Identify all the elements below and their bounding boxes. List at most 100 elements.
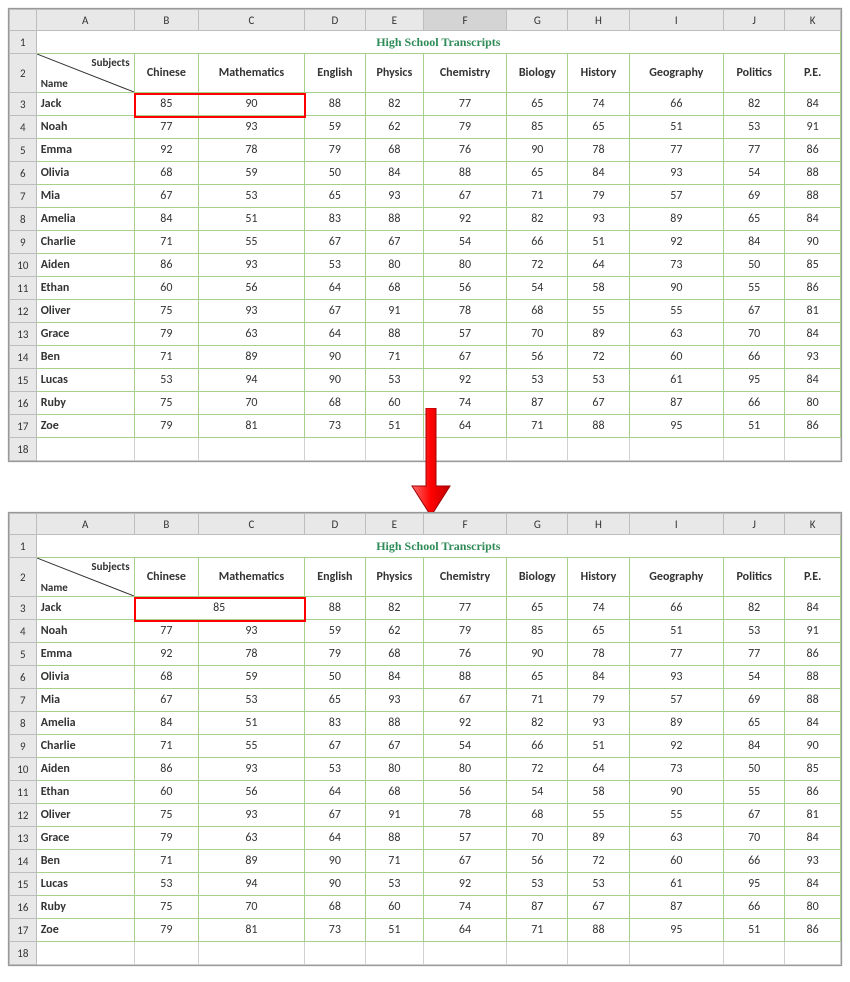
row-header-5[interactable]: 5 — [10, 139, 37, 162]
column-header-F[interactable]: F — [423, 514, 506, 535]
score-cell[interactable]: 77 — [724, 643, 785, 666]
row-header-11[interactable]: 11 — [10, 277, 37, 300]
score-cell[interactable]: 53 — [724, 116, 785, 139]
score-cell[interactable]: 79 — [134, 919, 199, 942]
score-cell[interactable]: 71 — [507, 185, 568, 208]
score-cell[interactable]: 86 — [785, 415, 841, 438]
score-cell[interactable]: 93 — [365, 185, 423, 208]
score-cell[interactable]: 93 — [199, 116, 305, 139]
score-cell[interactable]: 67 — [304, 231, 365, 254]
student-name[interactable]: Amelia — [36, 208, 134, 231]
score-cell[interactable]: 67 — [423, 346, 506, 369]
score-cell[interactable]: 77 — [134, 620, 199, 643]
score-cell[interactable]: 79 — [134, 827, 199, 850]
score-cell[interactable]: 64 — [568, 758, 629, 781]
score-cell[interactable]: 55 — [629, 300, 724, 323]
score-cell[interactable]: 89 — [199, 850, 305, 873]
score-cell[interactable]: 67 — [134, 689, 199, 712]
score-cell[interactable]: 80 — [365, 254, 423, 277]
student-name[interactable]: Aiden — [36, 254, 134, 277]
score-cell[interactable]: 73 — [629, 758, 724, 781]
score-cell[interactable]: 92 — [423, 873, 506, 896]
column-header-D[interactable]: D — [304, 514, 365, 535]
score-cell[interactable]: 51 — [629, 116, 724, 139]
score-cell[interactable]: 76 — [423, 139, 506, 162]
score-cell[interactable]: 91 — [365, 300, 423, 323]
score-cell[interactable]: 77 — [629, 139, 724, 162]
score-cell[interactable]: 90 — [507, 643, 568, 666]
score-cell[interactable]: 60 — [629, 850, 724, 873]
score-cell[interactable]: 88 — [785, 185, 841, 208]
score-cell[interactable]: 68 — [365, 277, 423, 300]
score-cell[interactable]: 88 — [568, 919, 629, 942]
score-cell[interactable]: 93 — [785, 850, 841, 873]
student-name[interactable]: Oliver — [36, 300, 134, 323]
score-cell[interactable]: 90 — [629, 781, 724, 804]
student-name[interactable]: Charlie — [36, 231, 134, 254]
score-cell[interactable]: 88 — [568, 415, 629, 438]
score-cell[interactable]: 65 — [507, 597, 568, 620]
row-header-1[interactable]: 1 — [10, 31, 37, 54]
score-cell[interactable]: 94 — [199, 369, 305, 392]
score-cell[interactable]: 61 — [629, 369, 724, 392]
score-cell[interactable]: 53 — [199, 689, 305, 712]
student-name[interactable]: Ben — [36, 850, 134, 873]
score-cell[interactable]: 66 — [724, 850, 785, 873]
score-cell[interactable]: 51 — [199, 712, 305, 735]
row-header-12[interactable]: 12 — [10, 300, 37, 323]
score-cell[interactable]: 65 — [507, 162, 568, 185]
score-cell[interactable]: 75 — [134, 896, 199, 919]
score-cell[interactable]: 90 — [785, 231, 841, 254]
empty-cell[interactable] — [36, 438, 134, 461]
score-cell[interactable]: 81 — [199, 415, 305, 438]
column-header-B[interactable]: B — [134, 514, 199, 535]
score-cell[interactable]: 84 — [785, 208, 841, 231]
score-cell[interactable]: 68 — [365, 139, 423, 162]
score-cell[interactable]: 77 — [134, 116, 199, 139]
score-cell[interactable]: 74 — [423, 896, 506, 919]
select-all-corner[interactable] — [10, 514, 37, 535]
score-cell[interactable]: 94 — [199, 873, 305, 896]
score-cell[interactable]: 66 — [629, 597, 724, 620]
column-header-A[interactable]: A — [36, 10, 134, 31]
row-header-11[interactable]: 11 — [10, 781, 37, 804]
student-name[interactable]: Olivia — [36, 666, 134, 689]
score-cell[interactable]: 51 — [724, 415, 785, 438]
score-cell[interactable]: 88 — [304, 93, 365, 116]
score-cell[interactable]: 85 — [507, 116, 568, 139]
score-cell[interactable]: 82 — [507, 712, 568, 735]
score-cell[interactable]: 59 — [199, 666, 305, 689]
score-cell[interactable]: 51 — [568, 735, 629, 758]
score-cell[interactable]: 53 — [199, 185, 305, 208]
score-cell[interactable]: 53 — [568, 369, 629, 392]
row-header-10[interactable]: 10 — [10, 758, 37, 781]
score-cell[interactable]: 64 — [304, 323, 365, 346]
score-cell[interactable]: 67 — [304, 804, 365, 827]
empty-cell[interactable] — [629, 942, 724, 965]
row-header-10[interactable]: 10 — [10, 254, 37, 277]
score-cell[interactable]: 57 — [629, 185, 724, 208]
score-cell[interactable]: 71 — [365, 346, 423, 369]
score-cell[interactable]: 59 — [304, 620, 365, 643]
score-cell[interactable]: 93 — [199, 804, 305, 827]
score-cell[interactable]: 50 — [724, 758, 785, 781]
score-cell[interactable]: 65 — [724, 208, 785, 231]
score-cell[interactable]: 51 — [724, 919, 785, 942]
score-cell[interactable]: 86 — [785, 919, 841, 942]
student-name[interactable]: Zoe — [36, 415, 134, 438]
score-cell[interactable]: 90 — [629, 277, 724, 300]
score-cell[interactable]: 93 — [199, 620, 305, 643]
row-header-16[interactable]: 16 — [10, 392, 37, 415]
score-cell[interactable]: 56 — [423, 781, 506, 804]
column-header-G[interactable]: G — [507, 10, 568, 31]
empty-cell[interactable] — [36, 942, 134, 965]
score-cell[interactable]: 95 — [724, 369, 785, 392]
score-cell[interactable]: 81 — [199, 919, 305, 942]
score-cell[interactable]: 87 — [507, 896, 568, 919]
empty-cell[interactable] — [724, 942, 785, 965]
score-cell[interactable]: 79 — [568, 689, 629, 712]
score-cell[interactable]: 65 — [507, 666, 568, 689]
student-name[interactable]: Emma — [36, 643, 134, 666]
score-cell[interactable]: 88 — [365, 712, 423, 735]
score-cell[interactable]: 79 — [568, 185, 629, 208]
